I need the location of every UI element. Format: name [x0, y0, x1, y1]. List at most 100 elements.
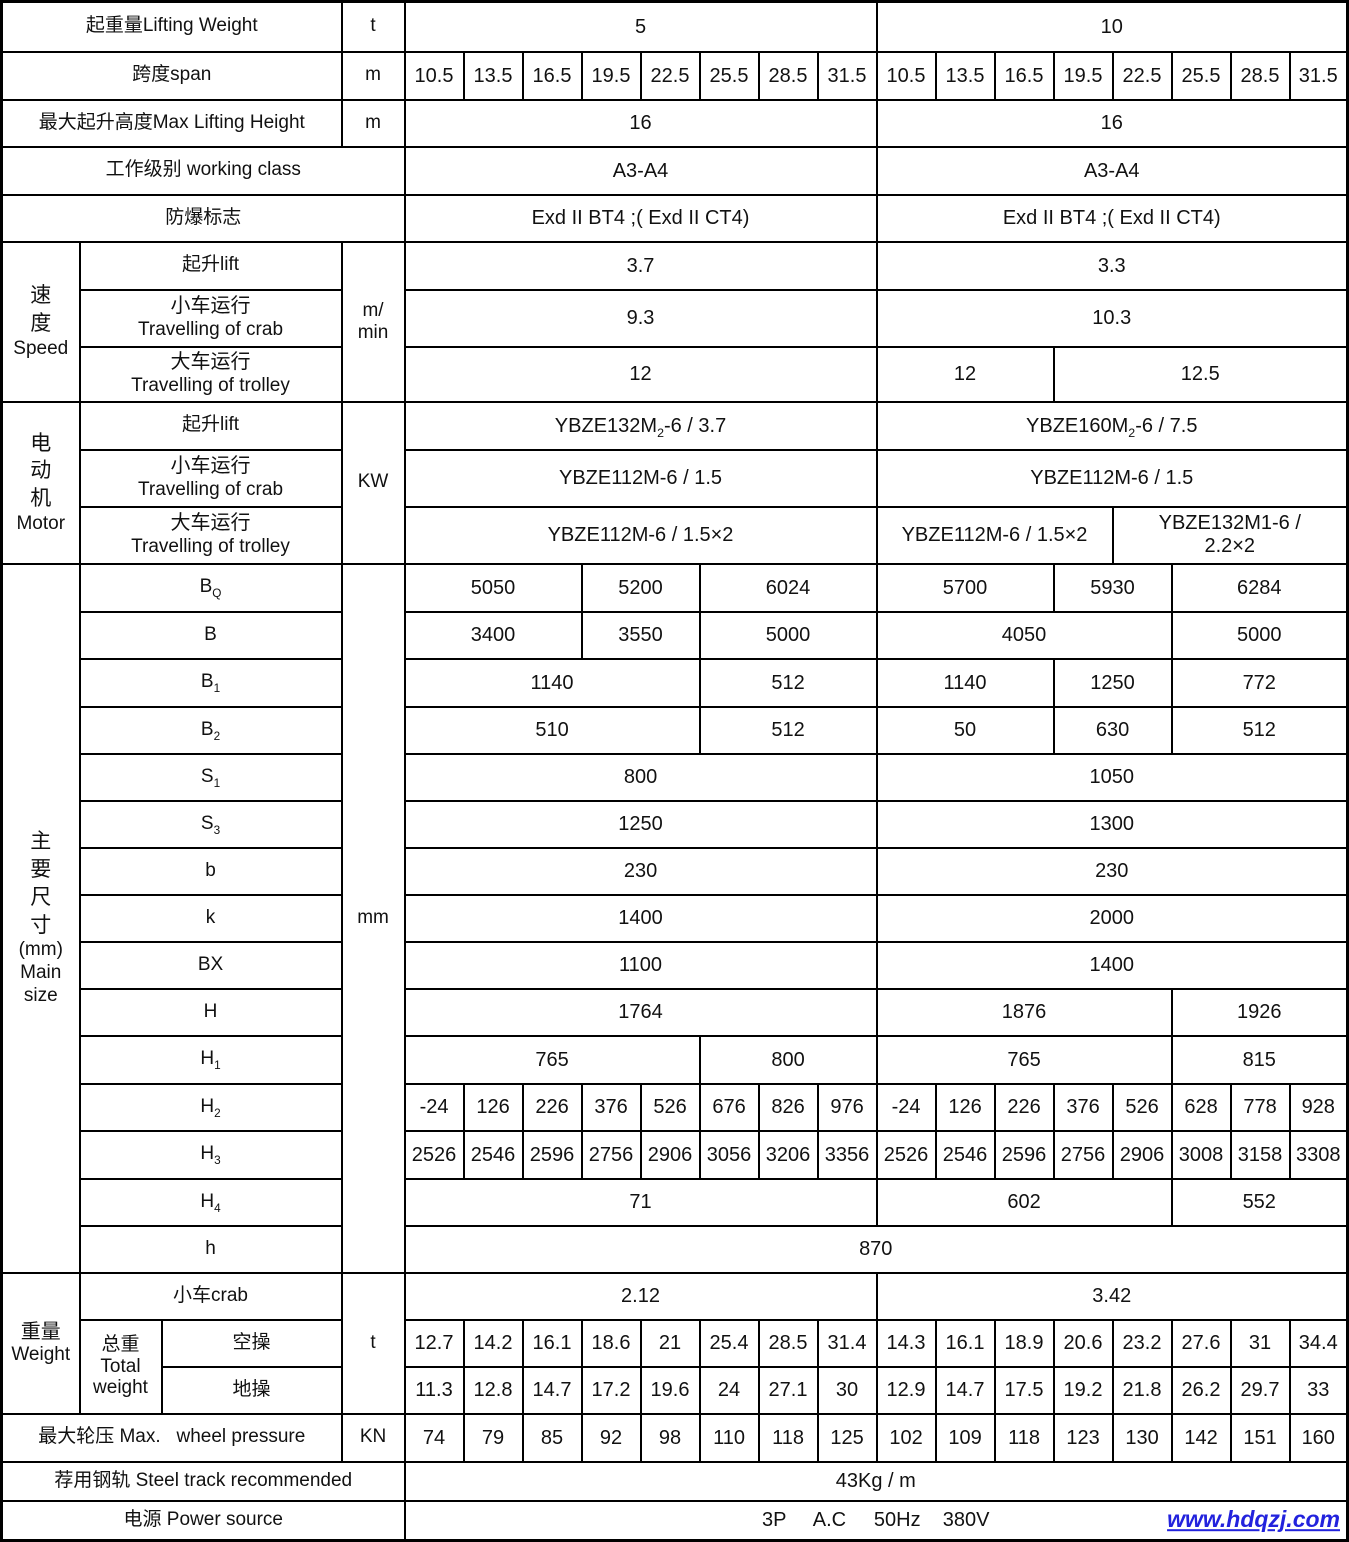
size-b2-cell: 512	[1170, 705, 1349, 755]
weight-ground-cell: 12.8	[462, 1365, 524, 1415]
row-weight-crab: 重量 Weight 小车crab t 2.12 3.42	[0, 1271, 1349, 1415]
size-b-cell: 5000	[698, 610, 878, 660]
weight-total-label: 总重 Total weight	[78, 1318, 163, 1415]
span-value-cell: 28.5	[757, 50, 819, 101]
size-s3-label: S3	[78, 799, 343, 849]
wheel-pressure-cell: 102	[875, 1412, 937, 1463]
size-h-left: 1764	[403, 987, 878, 1037]
weight-ground-cell: 17.5	[993, 1365, 1055, 1415]
size-h2-cell: 826	[757, 1082, 819, 1132]
row-steel-track: 荐用钢轨 Steel track recommended 43Kg / m	[0, 1460, 1349, 1502]
size-b1-cell: 512	[698, 657, 878, 708]
size-h3-cell: 3056	[698, 1129, 760, 1180]
lifting-weight-label: 起重量Lifting Weight	[0, 0, 343, 53]
size-h3-cell: 3008	[1170, 1129, 1232, 1180]
row-size-h4: H4 71 602 552	[2, 1177, 1349, 1227]
size-h1-cell: 765	[875, 1034, 1173, 1085]
size-s1-right: 1050	[875, 752, 1349, 802]
size-h2-cell: -24	[403, 1082, 465, 1132]
size-b-small-right: 230	[875, 846, 1349, 896]
size-b2-cell: 50	[875, 705, 1055, 755]
size-s1-left: 800	[403, 752, 878, 802]
row-size-bq: 主要尺寸 (mm) Main size BQ mm 5050 5200 6024 57…	[0, 562, 1349, 1274]
wheel-pressure-cell: 92	[580, 1412, 642, 1463]
size-h2-cell: 226	[993, 1082, 1055, 1132]
size-s3-right: 1300	[875, 799, 1349, 849]
span-value-cell: 16.5	[521, 50, 583, 101]
speed-lift-left: 3.7	[403, 240, 878, 291]
motor-group-label: 电动机 Motor	[0, 400, 81, 565]
motor-crab-label: 小车运行 Travelling of crab	[78, 448, 343, 508]
size-s1-label: S1	[78, 752, 343, 802]
size-bx-right: 1400	[875, 940, 1349, 990]
size-b1-cell: 1140	[403, 657, 701, 708]
capacity-right: 10	[875, 0, 1349, 53]
size-b2-cell: 512	[698, 705, 878, 755]
weight-ground-cell: 33	[1288, 1365, 1349, 1415]
span-value-cell: 19.5	[1052, 50, 1114, 101]
weight-air-cell: 31.4	[816, 1318, 878, 1368]
wheel-pressure-cell: 151	[1229, 1412, 1291, 1463]
wheel-pressure-cell: 118	[993, 1412, 1055, 1463]
size-s3-left: 1250	[403, 799, 878, 849]
span-value-cell: 25.5	[1170, 50, 1232, 101]
explosion-mark-label: 防爆标志	[0, 193, 406, 243]
row-size-k: k 1400 2000	[2, 893, 1349, 943]
weight-ground-cell: 14.7	[934, 1365, 996, 1415]
row-size-h1: H1 765 800 765 815	[2, 1034, 1349, 1085]
size-h2-cell: 676	[698, 1082, 760, 1132]
wheel-pressure-unit: KN	[340, 1412, 406, 1463]
size-h2-cell: 778	[1229, 1082, 1291, 1132]
wheel-pressure-cell: 85	[521, 1412, 583, 1463]
row-lifting-weight: 起重量Lifting Weight t 5 10	[0, 0, 1349, 53]
row-size-b: B 3400 3550 5000 4050 5000	[2, 610, 1349, 660]
weight-ground-cell: 19.2	[1052, 1365, 1114, 1415]
speed-trolley-right-a: 12	[875, 345, 1055, 403]
size-h3-cell: 2756	[580, 1129, 642, 1180]
span-value-cell: 28.5	[1229, 50, 1291, 101]
row-speed-trolley: 大车运行 Travelling of trolley 12 12 12.5	[2, 345, 1349, 403]
row-size-b2: B2 510 512 50 630 512	[2, 705, 1349, 755]
power-source-value-cell: 3P A.C 50Hz 380V www.hdqzj.com	[403, 1499, 1349, 1542]
explosion-mark-right: Exd II BT4 ;( Exd II CT4)	[875, 193, 1349, 243]
weight-air-cell: 16.1	[521, 1318, 583, 1368]
size-b-cell: 4050	[875, 610, 1173, 660]
wheel-pressure-cell: 125	[816, 1412, 878, 1463]
size-h-small-value: 870	[403, 1224, 1349, 1274]
website-link[interactable]: www.hdqzj.com	[1167, 1506, 1340, 1533]
speed-trolley-right-b: 12.5	[1052, 345, 1349, 403]
size-h3-cell: 2526	[403, 1129, 465, 1180]
wheel-pressure-cell: 79	[462, 1412, 524, 1463]
row-power-source: 电源 Power source 3P A.C 50Hz 380V www.hdq…	[0, 1499, 1349, 1542]
size-h3-cell: 3206	[757, 1129, 819, 1180]
size-h2-cell: 928	[1288, 1082, 1349, 1132]
size-h4-left: 71	[403, 1177, 878, 1227]
size-bx-label: BX	[78, 940, 343, 990]
weight-air-cell: 20.6	[1052, 1318, 1114, 1368]
weight-ground-cell: 12.9	[875, 1365, 937, 1415]
weight-air-cell: 14.3	[875, 1318, 937, 1368]
size-h3-cell: 3356	[816, 1129, 878, 1180]
row-size-b-small: b 230 230	[2, 846, 1349, 896]
motor-lift-left: YBZE132M2-6 / 3.7	[403, 400, 878, 451]
row-max-height: 最大起升高度Max Lifting Height m 16 16	[0, 98, 1349, 148]
weight-air-cell: 12.7	[403, 1318, 465, 1368]
size-bq-cell: 5700	[875, 562, 1055, 613]
row-size-bx: BX 1100 1400	[2, 940, 1349, 990]
speed-trolley-label: 大车运行 Travelling of trolley	[78, 345, 343, 403]
steel-track-label: 荐用钢轨 Steel track recommended	[0, 1460, 406, 1502]
speed-unit: m/min	[340, 240, 406, 403]
size-h3-cell: 3158	[1229, 1129, 1291, 1180]
size-h2-cell: 126	[934, 1082, 996, 1132]
wheel-pressure-label: 最大轮压 Max. wheel pressure	[0, 1412, 343, 1463]
size-h-right-a: 1876	[875, 987, 1173, 1037]
weight-unit: t	[340, 1271, 406, 1415]
row-size-h-cap: H 1764 1876 1926	[2, 987, 1349, 1037]
row-size-s3: S3 1250 1300	[2, 799, 1349, 849]
row-size-h-small: h 870	[2, 1224, 1349, 1274]
speed-crab-right: 10.3	[875, 288, 1349, 348]
size-b2-label: B2	[78, 705, 343, 755]
wheel-pressure-cell: 118	[757, 1412, 819, 1463]
row-size-s1: S1 800 1050	[2, 752, 1349, 802]
size-b1-cell: 772	[1170, 657, 1349, 708]
